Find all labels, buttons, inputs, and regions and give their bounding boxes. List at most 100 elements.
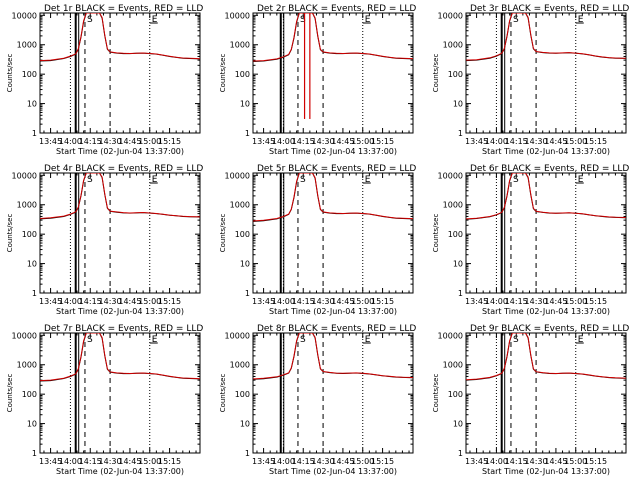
y-tick-label: 1000 [230,201,250,210]
y-tick-label: 1000 [17,41,37,50]
x-tick-label: 15:00 [564,137,587,146]
x-tick-label: 14:30 [525,457,548,466]
x-tick-label: 14:00 [272,137,295,146]
y-tick-label: 1 [458,289,463,298]
y-tick-label: 1 [458,449,463,458]
y-tick-label: 10000 [225,331,250,340]
y-tick-label: 100 [448,390,463,399]
y-axis-label: Counts/sec [219,214,227,253]
start-marker-label: S [300,175,306,185]
lld-series-line [253,173,413,222]
series-group [40,13,200,62]
x-tick-label: 14:00 [59,137,82,146]
plot-frame [465,12,627,134]
y-axis-label: Counts/sec [6,214,14,253]
y-tick-label: 10000 [438,171,463,180]
start-marker-label: S [87,335,93,345]
lld-series-line [40,173,200,219]
y-tick-label: 1000 [230,41,250,50]
x-tick-label: 14:30 [312,457,335,466]
y-tick-label: 10000 [225,11,250,20]
events-series-line [253,173,413,222]
x-tick-label: 14:00 [485,297,508,306]
x-tick-label: 15:15 [584,137,607,146]
x-tick-label: 14:45 [331,457,354,466]
y-tick-label: 100 [448,70,463,79]
chart-panel-9: Det 9r BLACK = Events, RED = LLD 1 10 100 10… [432,324,629,476]
y-tick-label: 10 [240,100,250,109]
y-axis-label: Counts/sec [219,374,227,413]
y-tick-label: 10000 [12,331,37,340]
y-tick-label: 1 [458,129,463,138]
y-axis-label: Counts/sec [432,54,440,93]
x-tick-label: 15:15 [584,297,607,306]
lld-series-line [253,13,413,62]
x-axis-label: Start Time (02-Jun-04 13:37:00) [482,147,610,156]
x-tick-label: 15:15 [158,137,181,146]
events-series-line [40,333,200,382]
x-tick-label: 13:45 [39,137,62,146]
x-tick-label: 13:45 [252,457,275,466]
series-group [40,173,200,220]
x-tick-label: 14:00 [272,457,295,466]
chart-title: Det 9r BLACK = Events, RED = LLD [470,324,629,334]
x-tick-label: 14:15 [292,297,315,306]
x-axis-label: Start Time (02-Jun-04 13:37:00) [482,307,610,316]
end-marker-label: E [152,175,158,185]
plot-frame [39,12,201,134]
y-tick-label: 10000 [438,11,463,20]
x-tick-label: 14:15 [292,457,315,466]
x-tick-label: 13:45 [39,457,62,466]
y-tick-label: 10 [453,100,463,109]
end-marker-label: E [365,15,371,25]
y-tick-label: 1 [32,129,37,138]
y-tick-label: 10000 [12,11,37,20]
series-group [253,333,413,380]
series-group [40,333,200,382]
chart-panel-3: Det 3r BLACK = Events, RED = LLD 1 10 100 10… [432,4,629,156]
series-group [466,333,626,381]
x-tick-label: 14:45 [118,137,141,146]
end-marker-label: E [365,335,371,345]
y-tick-label: 100 [22,70,37,79]
y-tick-label: 10 [27,260,37,269]
x-tick-label: 14:30 [525,297,548,306]
y-tick-label: 1000 [443,201,463,210]
chart-panel-5: Det 5r BLACK = Events, RED = LLD 1 10 100 10… [219,164,416,316]
end-marker-label: E [152,335,158,345]
chart-title: Det 6r BLACK = Events, RED = LLD [470,164,629,174]
chart-panel-8: Det 8r BLACK = Events, RED = LLD 1 10 100 10… [219,324,416,476]
x-tick-label: 15:00 [138,137,161,146]
x-tick-label: 14:30 [99,137,122,146]
start-marker-label: S [300,15,306,25]
end-marker-label: E [578,15,584,25]
events-series-line [466,13,626,62]
x-tick-label: 13:45 [39,297,62,306]
x-tick-label: 14:00 [59,457,82,466]
y-tick-label: 10000 [225,171,250,180]
x-tick-label: 15:00 [138,297,161,306]
y-tick-label: 1 [245,129,250,138]
end-marker-label: E [578,175,584,185]
x-tick-label: 14:45 [544,137,567,146]
x-axis-label: Start Time (02-Jun-04 13:37:00) [56,467,184,476]
x-tick-label: 14:45 [331,137,354,146]
x-tick-label: 15:00 [138,457,161,466]
events-series-line [40,13,200,62]
chart-panel-4: Det 4r BLACK = Events, RED = LLD 1 10 100 10… [6,164,203,316]
x-axis-label: Start Time (02-Jun-04 13:37:00) [482,467,610,476]
y-tick-label: 10 [453,260,463,269]
plot-frame [252,332,414,454]
x-tick-label: 15:15 [371,297,394,306]
x-tick-label: 14:15 [505,137,528,146]
x-tick-label: 15:00 [351,457,374,466]
x-axis-label: Start Time (02-Jun-04 13:37:00) [56,307,184,316]
chart-title: Det 3r BLACK = Events, RED = LLD [470,4,629,14]
chart-panel-1: Det 1r BLACK = Events, RED = LLD 1 10 100 10… [6,4,203,156]
x-tick-label: 14:00 [59,297,82,306]
x-tick-label: 13:45 [465,457,488,466]
end-marker-label: E [152,15,158,25]
x-tick-label: 14:15 [79,137,102,146]
x-tick-label: 13:45 [252,297,275,306]
y-axis-label: Counts/sec [6,54,14,93]
